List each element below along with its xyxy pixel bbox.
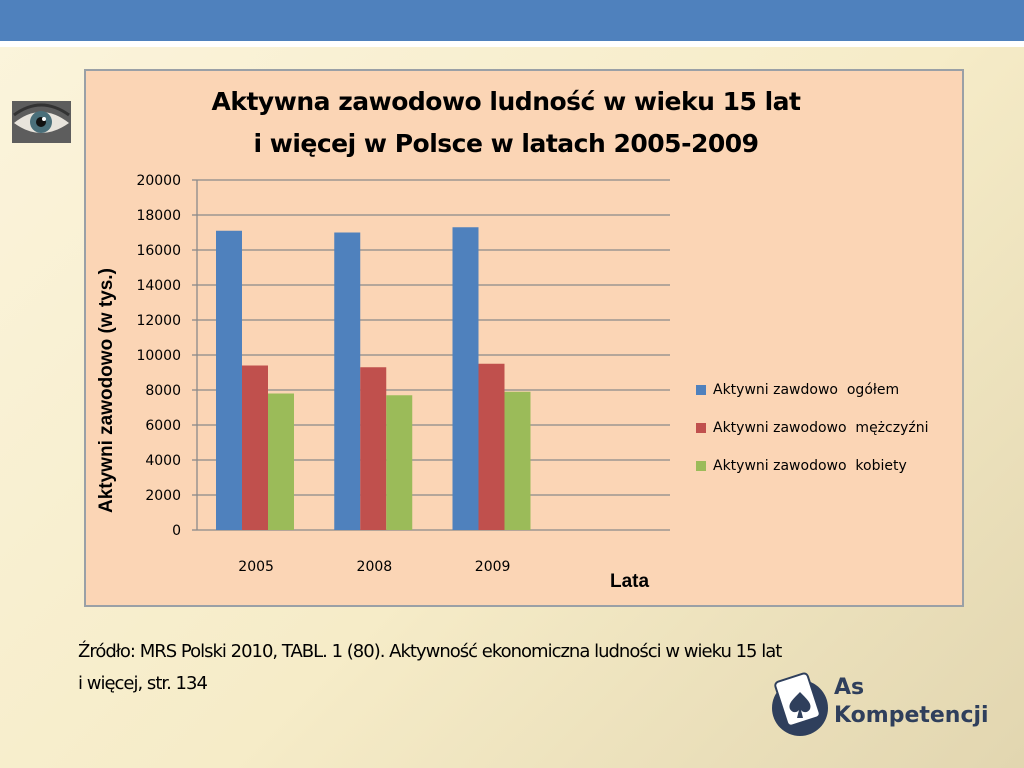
logo-line1: As	[834, 675, 865, 700]
legend-label: Aktywni zawodowo kobiety	[713, 458, 907, 474]
y-tick-label: 4000	[145, 453, 181, 469]
legend-label: Aktywni zawodowo mężczyźni	[713, 420, 929, 436]
legend-item: Aktywni zawodowo mężczyźni	[696, 409, 928, 447]
bar	[268, 393, 294, 530]
top-banner	[0, 0, 1024, 41]
legend-item: Aktywni zawodowo kobiety	[696, 447, 928, 485]
x-tick-label: 2008	[357, 559, 393, 575]
as-kompetencji-logo: As Kompetencji	[768, 666, 1008, 746]
bar-chart: 0 2000 4000 6000 8000 10000 12000 14000 16000 180…	[136, 173, 670, 575]
chart-title-line1: Aktywna zawodowo ludność w wieku 15 lat	[211, 87, 802, 116]
y-tick-label: 6000	[145, 418, 181, 434]
chart-legend: Aktywni zawdowo ogółem Aktywni zawodowo …	[696, 371, 928, 485]
bar	[216, 230, 242, 530]
y-tick-label: 0	[172, 523, 181, 539]
legend-label: Aktywni zawdowo ogółem	[713, 382, 900, 398]
legend-swatch	[696, 385, 706, 395]
source-line2: i więcej, str. 134	[78, 673, 208, 694]
y-tick-label: 8000	[145, 383, 181, 399]
source-note: Źródło: MRS Polski 2010, TABL. 1 (80). A…	[78, 636, 898, 700]
bar	[452, 227, 479, 530]
y-axis-label: Aktywni zawodowo (w tys.)	[96, 268, 117, 513]
y-tick-label: 20000	[136, 173, 181, 189]
y-tick-label: 16000	[136, 243, 181, 259]
y-tick-label: 10000	[136, 348, 181, 364]
bar	[386, 395, 413, 530]
logo-line2: Kompetencji	[834, 703, 989, 728]
y-tick-label: 2000	[145, 488, 181, 504]
x-axis-label: Lata	[610, 571, 650, 592]
top-divider	[0, 41, 1024, 47]
x-tick-label: 2009	[475, 559, 511, 575]
source-line1: Źródło: MRS Polski 2010, TABL. 1 (80). A…	[78, 641, 782, 662]
x-tick-label: 2005	[238, 559, 274, 575]
legend-swatch	[696, 423, 706, 433]
bar	[360, 367, 387, 530]
legend-item: Aktywni zawdowo ogółem	[696, 371, 928, 409]
logo-text: As Kompetencji	[834, 674, 989, 730]
y-tick-label: 18000	[136, 208, 181, 224]
legend-swatch	[696, 461, 706, 471]
bar	[334, 232, 361, 530]
card-spade-icon	[772, 672, 828, 736]
y-tick-label: 12000	[136, 313, 181, 329]
eye-picture	[12, 101, 71, 143]
y-tick-label: 14000	[136, 278, 181, 294]
chart-area: 0 2000 4000 6000 8000 10000 12000 14000 16000 180…	[84, 69, 964, 607]
bar	[478, 363, 505, 530]
bar	[504, 391, 531, 530]
chart-title-line2: i więcej w Polsce w latach 2005-2009	[253, 129, 759, 158]
chart-title: Aktywna zawodowo ludność w wieku 15 lat …	[146, 81, 866, 165]
bar	[242, 365, 268, 530]
